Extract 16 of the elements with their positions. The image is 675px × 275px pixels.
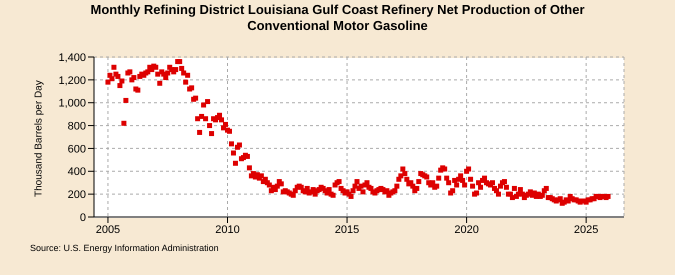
x-tick-label: 2015 [334,224,360,236]
source-note: Source: U.S. Energy Information Administration [30,243,219,253]
y-axis-title: Thousand Barrels per Day [34,80,45,197]
x-tick-label: 2025 [574,224,598,236]
y-tick-label: 1,400 [58,52,86,64]
x-tick-label: 2020 [454,224,479,236]
x-tick-label: 2010 [215,224,240,236]
y-tick-label: 1,200 [58,74,86,87]
y-tick-label: 200 [68,189,86,202]
x-tick-label: 2005 [96,224,120,236]
y-tick-label: 600 [68,143,86,156]
y-tick-label: 0 [80,212,86,224]
y-tick-label: 1,000 [58,98,86,110]
y-tick-label: 800 [68,120,86,132]
chart-title: Monthly Refining District Louisiana Gulf Coast Refinery Net Production of Other Conventional Motor Gasoline [89,2,586,34]
y-tick-label: 400 [68,166,86,178]
